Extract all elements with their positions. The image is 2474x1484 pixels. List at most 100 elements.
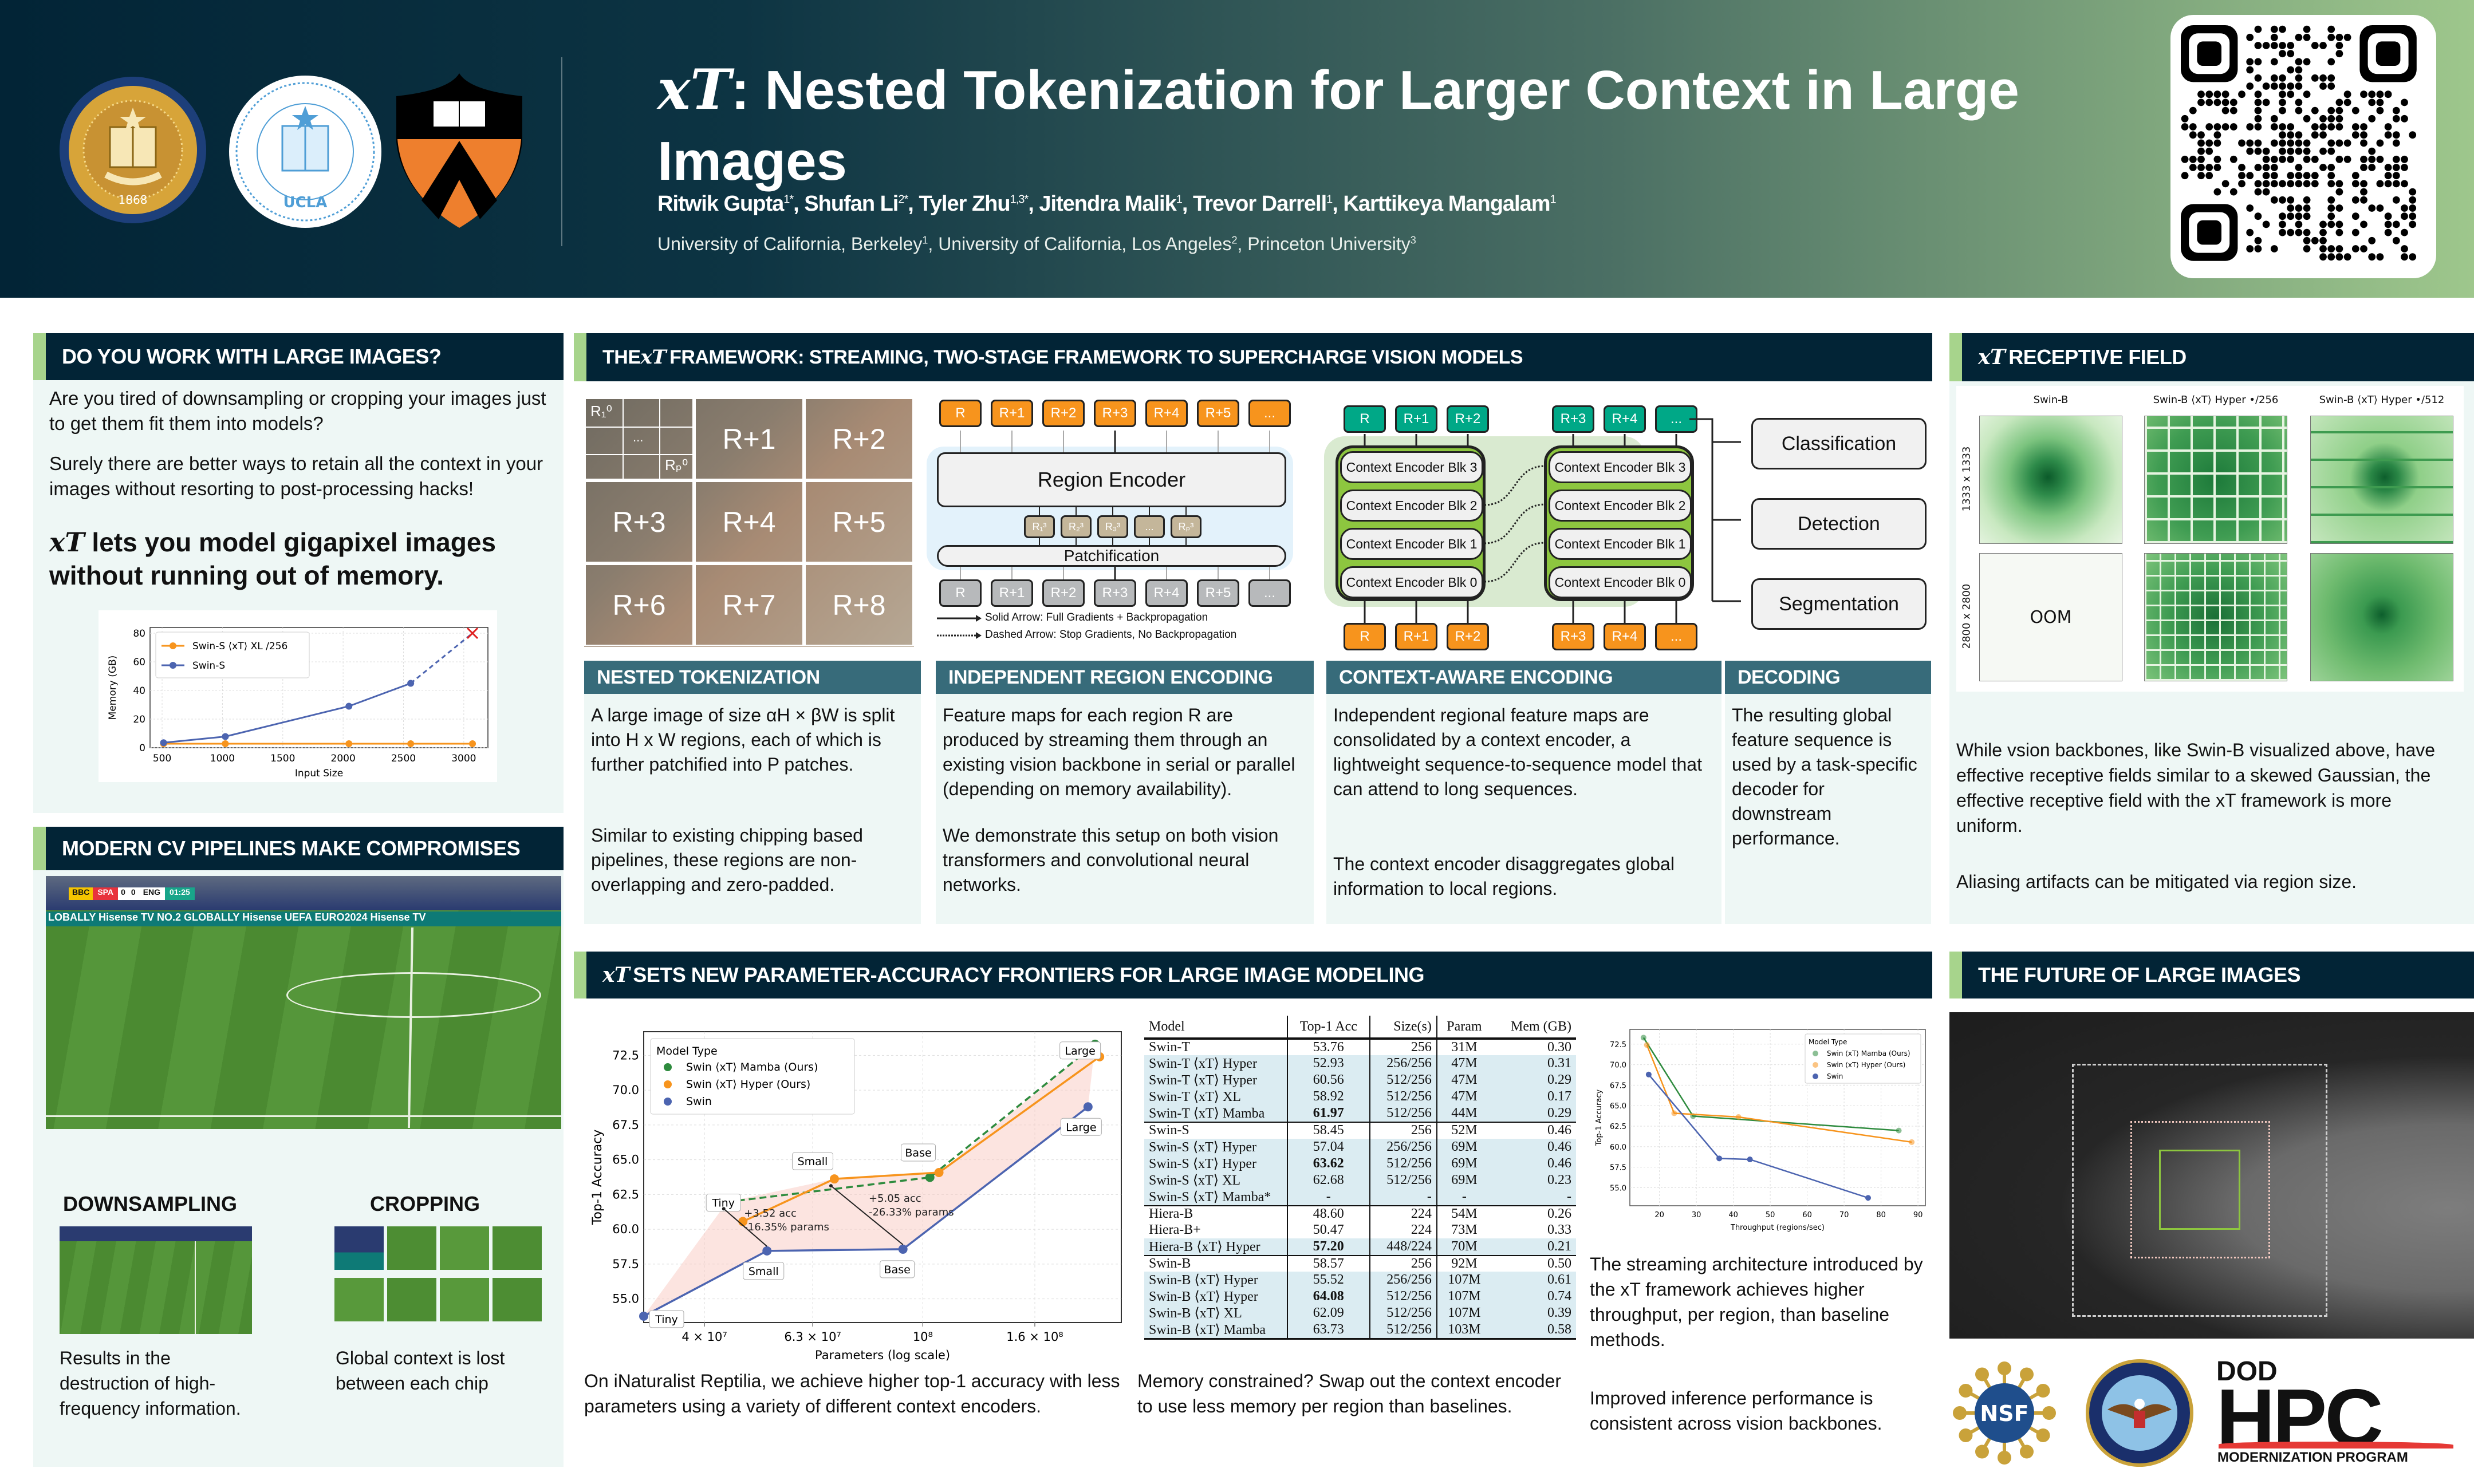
qr-module [2360,245,2367,252]
table-cell: 512/256 [1369,1321,1437,1340]
princeton-shield-logo [396,73,522,228]
qr-module [2295,33,2303,41]
qr-module [2303,33,2311,41]
qr-module [2205,164,2213,171]
context-encoder-block: Context Encoder Blk 2 [1340,490,1483,522]
qr-code[interactable] [2170,15,2436,278]
qr-module [2303,90,2311,98]
grid-region-label: R+7 [694,563,804,646]
qr-module [2401,115,2408,123]
qr-module [2181,115,2189,123]
crop-chip [440,1278,489,1321]
best-accuracy-value: 64.08 [1313,1289,1344,1304]
table-cell: 0.50 [1491,1254,1576,1272]
qr-module [2392,180,2400,188]
table-cell: 0.46 [1491,1122,1576,1139]
qr-module [2384,212,2392,220]
point-label: Large [1065,1045,1095,1057]
table-cell: 70M [1436,1238,1491,1256]
region-token-output: R [939,400,982,427]
receptive-field-map [2144,416,2287,544]
series-line [727,1043,1096,1203]
scoreboard-score2: 0 [128,887,139,900]
data-point [925,1173,935,1182]
best-accuracy-value: 63.62 [1313,1155,1344,1171]
table-cell: 0.21 [1491,1238,1576,1256]
qr-module [2287,155,2295,163]
qr-module [2392,106,2400,115]
qr-module [2287,196,2295,204]
large-images-p2: Surely there are better ways to retain a… [49,453,543,499]
legend-solid-head [976,615,982,622]
qr-module [2360,180,2367,188]
qr-module [2295,131,2303,139]
x-tick-label: 60 [1802,1211,1812,1219]
legend-solid-arrow: Solid Arrow: Full Gradients + Backpropag… [985,611,1208,623]
qr-module [2409,204,2417,212]
table-cell: 52.93 [1287,1055,1370,1072]
table-cell: Swin-B [1144,1254,1288,1272]
qr-module [2335,106,2343,115]
data-point [1716,1155,1723,1162]
table-row: Swin-S ⟨xT⟩ Mamba* - - - - [1144,1188,1576,1206]
section-p1: Feature maps for each region R are produ… [943,705,1295,799]
qr-module [2327,106,2335,115]
crop-chip [493,1278,542,1321]
x-tick-label: 4 × 10⁷ [681,1330,727,1344]
series-line [1648,1073,1869,1199]
qr-module [2270,139,2278,147]
qr-module [2229,188,2237,196]
qr-module [2270,82,2278,90]
qr-module [2270,180,2278,188]
x-tick-label: 20 [1654,1211,1664,1219]
grid-region-label: R+8 [804,563,914,646]
qr-module [2213,164,2221,171]
legend-marker [664,1063,672,1071]
region-token-output: R+3 [1094,400,1136,427]
receptive-p2: Aliasing artifacts can be mitigated via … [1956,871,2357,892]
table-cell: 0.33 [1547,1222,1571,1237]
scoreboard-team1: SPA [93,887,119,900]
grid-region-label: R+1 [694,397,804,480]
x-axis-label: Parameters (log scale) [815,1348,950,1362]
table-cell: - [1436,1188,1491,1206]
receptive-col-title: Swin-B ⟨xT⟩ Hyper •/512 [2319,394,2445,406]
table-row: Swin-B 58.57 256 92M 0.50 [1144,1254,1576,1272]
qr-module [2238,164,2245,171]
qr-module [2287,212,2295,220]
qr-module [2221,106,2229,115]
x-tick-label: 2500 [391,753,416,764]
xt-mark: xT [657,57,731,122]
grid-region-label: R+3 [584,480,694,563]
legend-marker [170,662,176,669]
hpc-logo-top: DOD [2216,1356,2278,1387]
table-cell: 61.97 [1287,1105,1370,1122]
author-affiliation-mark: 1* [783,193,794,206]
legend-title: Model Type [656,1045,718,1057]
legend-box [155,632,310,678]
downsampling-text: Results in the destruction of high-frequ… [60,1348,241,1419]
qr-module [2295,98,2303,106]
legend-marker [1813,1073,1818,1079]
nsf-ray [1975,1367,1989,1382]
region-token-input: R+1 [991,579,1033,607]
table-cell: Swin-B ⟨xT⟩ XL [1144,1305,1288,1321]
receptive-row-title: 2800 x 2800 [1960,583,1973,649]
berkeley-year: 1868 [119,193,148,207]
section-p1: A large image of size αH × βW is split i… [591,705,895,775]
x-tick-label: 2000 [331,753,356,764]
table-cell: Swin-S ⟨xT⟩ Hyper [1144,1138,1288,1155]
qr-module [2229,98,2237,106]
affiliation: Princeton University3 [1247,234,1416,254]
outer-context-box [2072,1064,2327,1317]
table-cell: 58.45 [1287,1122,1370,1139]
qr-module [2270,164,2278,171]
ad-banner: LOBALLY Hisense TV NO.2 GLOBALLY Hisense… [46,911,561,926]
table-row: Swin-B ⟨xT⟩ XL 62.09 512/256 107M 0.39 [1144,1305,1576,1321]
legend-label: Swin ⟨xT⟩ Mamba (Ours) [1827,1049,1910,1057]
legend-marker [664,1098,672,1106]
table-cell: 512/256 [1369,1155,1437,1172]
sar-satellite-image [1949,1012,2474,1339]
qr-module [2401,228,2408,236]
qr-module [2376,90,2384,98]
